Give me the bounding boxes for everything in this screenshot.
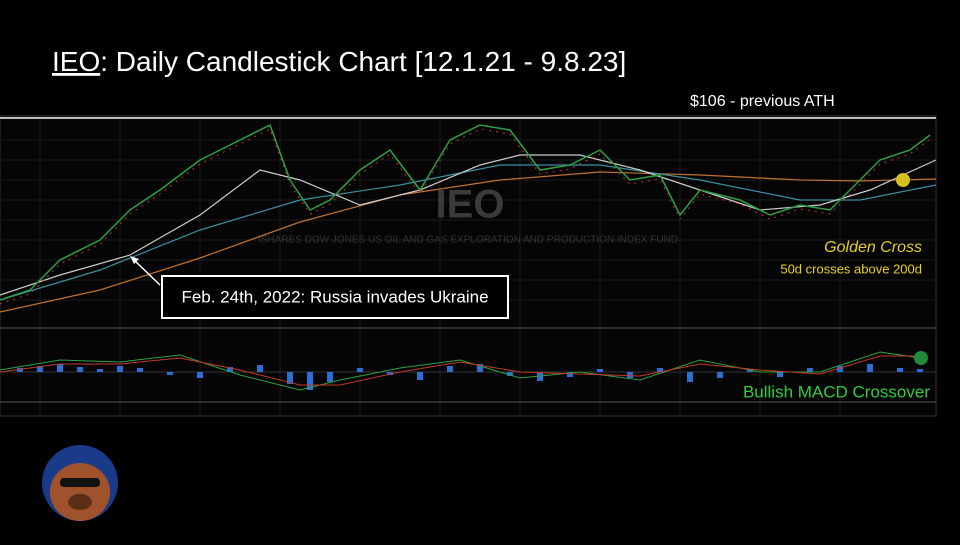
watermark-symbol: IEO <box>436 183 505 227</box>
golden-cross-note: 50d crosses above 200d <box>780 261 922 276</box>
ma-100 <box>0 164 937 301</box>
ticker: IEO <box>52 46 100 77</box>
event-box <box>161 275 509 319</box>
ma-50 <box>0 154 937 296</box>
golden-cross-label: Golden Cross <box>824 239 922 256</box>
avatar-face <box>50 463 110 521</box>
event-arrowhead <box>130 256 139 264</box>
macd-line <box>0 351 922 391</box>
event-arrow <box>132 258 161 286</box>
avatar-mouth <box>68 494 92 510</box>
ma-200 <box>0 171 937 313</box>
watermark-fund: ISHARES DOW JONES US OIL AND GAS EXPLORA… <box>258 235 678 246</box>
macd-cross-marker <box>914 351 928 365</box>
title-text: : Daily Candlestick Chart [12.1.21 - 9.8… <box>100 46 626 77</box>
chart-screenshot: IEO ISHARES DOW JONES US OIL AND GAS EXP… <box>0 115 937 417</box>
slide-title: IEO: Daily Candlestick Chart [12.1.21 - … <box>52 46 626 77</box>
price-path <box>0 123 931 301</box>
avatar-glasses <box>60 478 100 487</box>
signal-line <box>0 355 921 386</box>
golden-cross-marker <box>896 173 910 187</box>
chart-frame <box>0 115 937 417</box>
macd-histogram <box>17 364 923 390</box>
macd-annotation: Bullish MACD Crossover <box>743 382 930 401</box>
avatar <box>42 445 118 521</box>
event-annotation: Feb. 24th, 2022: Russia invades Ukraine <box>181 287 488 306</box>
ath-annotation: $106 - previous ATH <box>690 93 835 110</box>
